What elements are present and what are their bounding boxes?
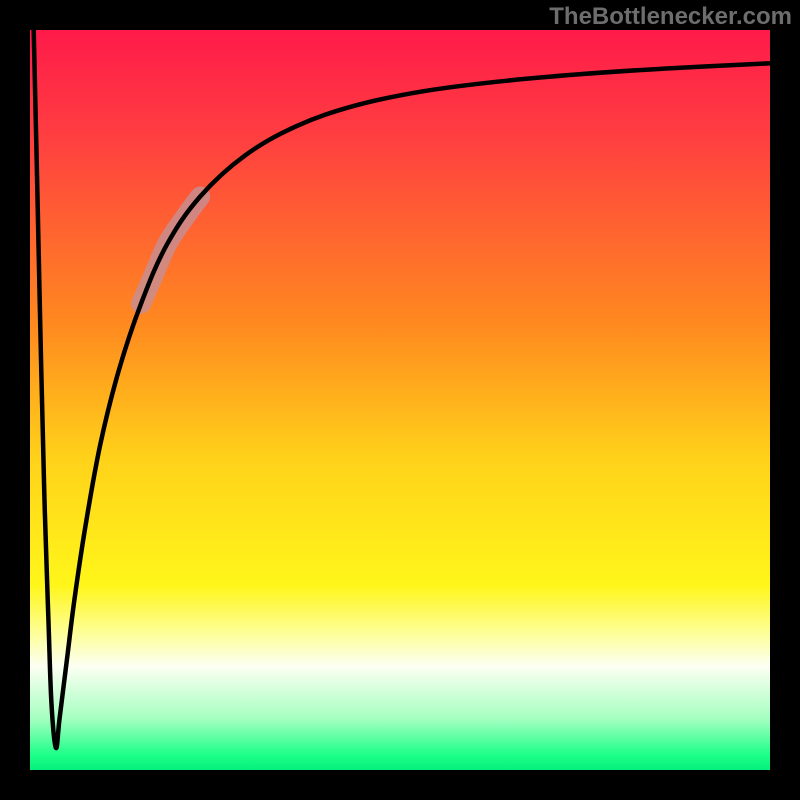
- chart-container: TheBottlenecker.com: [0, 0, 800, 800]
- bottleneck-curve-chart: [0, 0, 800, 800]
- watermark-text: TheBottlenecker.com: [549, 3, 792, 31]
